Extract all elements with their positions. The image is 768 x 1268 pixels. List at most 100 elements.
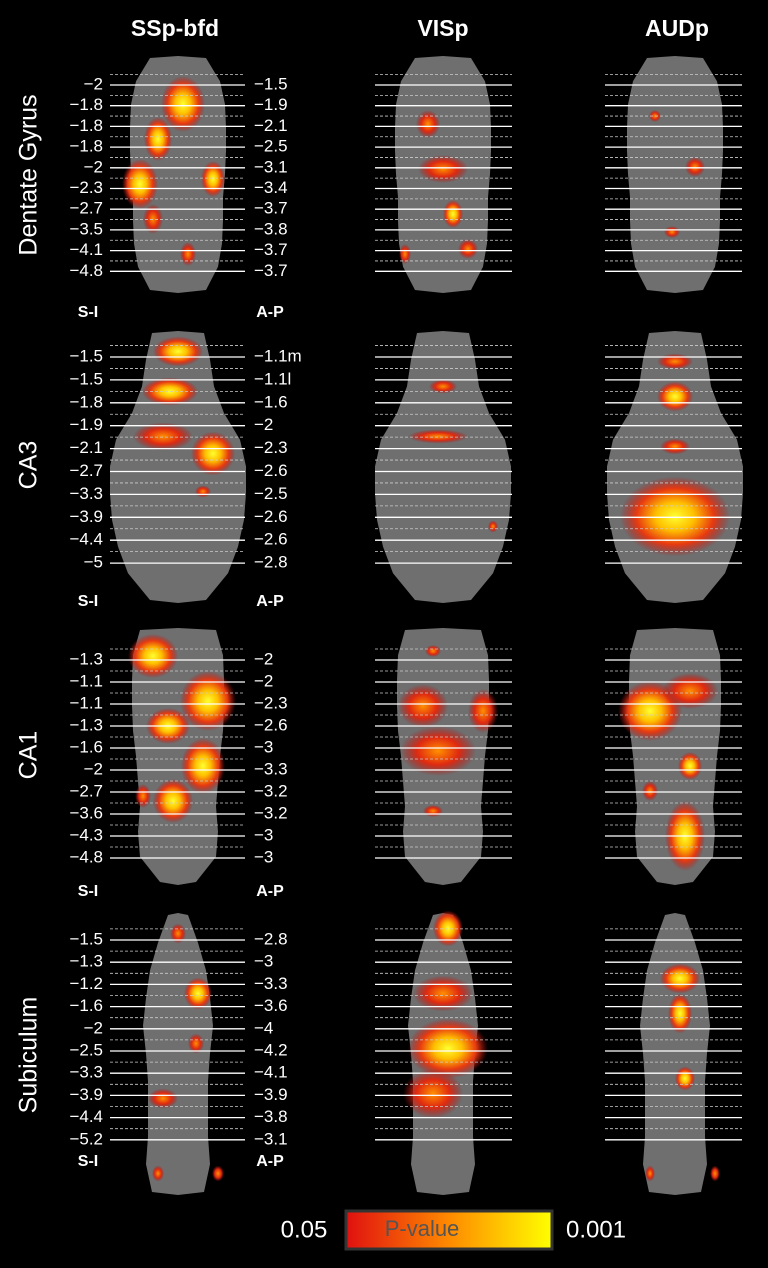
activation	[153, 336, 203, 367]
activation	[660, 963, 700, 994]
ap-label: −2	[254, 415, 273, 434]
activation	[181, 738, 225, 794]
ap-label: −2.6	[254, 530, 288, 549]
ap-label: −3.8	[254, 219, 288, 238]
activation	[620, 476, 730, 557]
ap-label: −1.1l	[254, 369, 291, 388]
column-header: SSp-bfd	[131, 15, 219, 41]
activation	[152, 1165, 164, 1182]
colorbar	[344, 1209, 554, 1251]
column-header: VISp	[417, 15, 468, 41]
activation	[201, 161, 225, 197]
activation	[429, 379, 457, 394]
activation	[400, 726, 476, 776]
si-label: −2	[84, 759, 103, 778]
si-caption: S-I	[78, 304, 98, 321]
si-label: −2.7	[69, 781, 103, 800]
ap-label: −1.1m	[254, 346, 302, 365]
si-label: −2.7	[69, 199, 103, 218]
ap-label: −3.7	[254, 240, 288, 259]
brain-section	[640, 913, 710, 1195]
ap-label: −3	[254, 737, 273, 756]
si-label: −2.3	[69, 178, 103, 197]
activation	[148, 1088, 178, 1109]
si-label: −2	[84, 74, 103, 93]
activation	[458, 239, 478, 259]
ap-caption: A-P	[256, 1153, 284, 1170]
activation	[122, 159, 158, 209]
ap-label: −1.5	[254, 74, 288, 93]
ap-label: −2.1	[254, 116, 288, 135]
activation	[645, 1165, 655, 1182]
activation	[195, 485, 211, 498]
activation	[418, 155, 468, 183]
si-label: −1.1	[69, 671, 103, 690]
activation	[657, 381, 693, 412]
si-label: −2.1	[69, 438, 103, 457]
si-label: −4.1	[69, 240, 103, 259]
activation	[403, 1068, 463, 1119]
row-label: Dentate Gyrus	[15, 94, 43, 255]
activation	[664, 226, 680, 238]
si-label: −2	[84, 1018, 103, 1037]
row-label: CA1	[15, 731, 43, 780]
activation	[408, 429, 468, 444]
activation	[675, 1066, 695, 1091]
activation	[144, 117, 172, 161]
si-label: −5.2	[69, 1129, 103, 1148]
ap-label: −3	[254, 952, 273, 971]
activation	[642, 781, 658, 801]
si-label: −1.2	[69, 974, 103, 993]
ap-label: −2.5	[254, 137, 288, 156]
ap-label: −3.4	[254, 178, 288, 197]
ap-label: −2	[254, 671, 273, 690]
si-label: −1.3	[69, 952, 103, 971]
si-label: −4.4	[69, 530, 103, 549]
brain-section	[143, 913, 213, 1195]
si-label: −1.8	[69, 137, 103, 156]
si-caption: S-I	[78, 1153, 98, 1170]
activation	[668, 993, 692, 1034]
activation	[133, 422, 193, 451]
activation	[188, 1033, 204, 1054]
activation	[660, 438, 690, 455]
activation	[143, 204, 163, 234]
ap-caption: A-P	[256, 593, 284, 610]
ap-label: −3.7	[254, 199, 288, 218]
activation	[180, 671, 236, 731]
ap-label: −2.8	[254, 929, 288, 948]
si-label: −5	[84, 553, 103, 572]
ap-label: −3.8	[254, 1107, 288, 1126]
si-label: −3.6	[69, 803, 103, 822]
brain-section	[110, 331, 246, 603]
si-label: −2.5	[69, 1040, 103, 1059]
ap-label: −3.9	[254, 1085, 288, 1104]
activation	[398, 684, 448, 728]
si-caption: S-I	[78, 593, 98, 610]
ap-label: −3.2	[254, 803, 288, 822]
brain-section	[607, 331, 743, 603]
si-label: −1.3	[69, 649, 103, 668]
column-header: AUDp	[645, 15, 709, 41]
ap-label: −2.3	[254, 438, 288, 457]
activation	[416, 110, 440, 138]
si-label: −2.7	[69, 461, 103, 480]
ap-label: −3	[254, 825, 273, 844]
si-label: −1.6	[69, 737, 103, 756]
ap-label: −3.1	[254, 157, 288, 176]
activation	[425, 645, 441, 657]
activation	[468, 689, 498, 733]
activation	[135, 784, 151, 808]
brain-section	[375, 331, 511, 603]
si-label: −1.5	[69, 369, 103, 388]
row-label: CA3	[15, 441, 43, 490]
activation	[153, 779, 193, 823]
ap-label: −1.9	[254, 95, 288, 114]
activation	[212, 1165, 224, 1182]
colorbar-title: P-value	[385, 1216, 460, 1241]
activation	[443, 200, 463, 228]
brain-section	[627, 56, 723, 293]
ap-caption: A-P	[256, 304, 284, 321]
